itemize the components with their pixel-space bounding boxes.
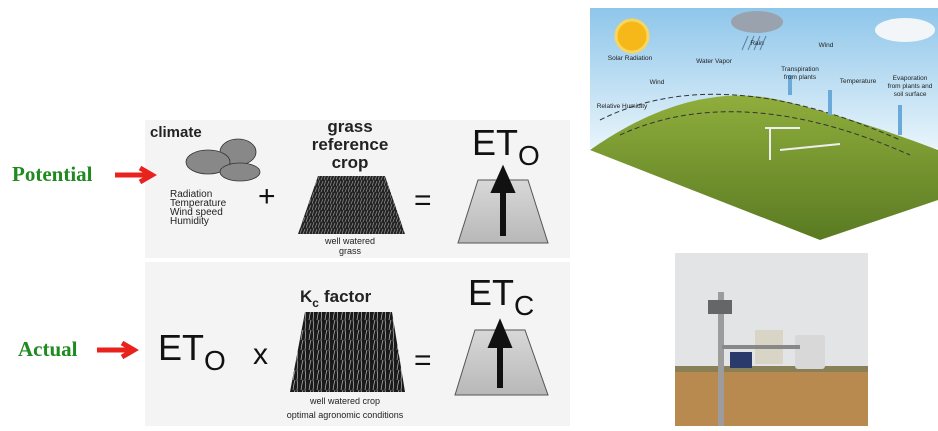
crop-caption: well watered crop — [309, 396, 380, 406]
operator: = — [414, 344, 432, 377]
input-main: ET — [158, 327, 204, 368]
climate-factor: Wind speed — [170, 207, 223, 218]
operator: x — [253, 338, 268, 371]
cloud-icon — [185, 138, 261, 182]
landscape-label: Water Vapor — [696, 58, 733, 65]
result-sub: C — [514, 290, 534, 321]
result: ETO — [472, 122, 540, 171]
result-sub: O — [518, 140, 540, 171]
result-main: ET — [468, 272, 514, 313]
row-label: Potential — [12, 162, 93, 186]
arrow — [115, 165, 157, 185]
input: ETO — [158, 327, 226, 376]
climate-factor: Humidity — [170, 216, 209, 227]
input-sub: O — [204, 345, 226, 376]
crop-title: reference — [312, 135, 389, 154]
landscape-labels: Solar Radiation Rain Wind Water Vapor Wind Tr… — [597, 40, 933, 110]
landscape-label: Wind — [650, 79, 665, 86]
operator: = — [414, 184, 432, 217]
landscape-label: from plants and — [888, 83, 933, 90]
arrow — [97, 340, 139, 360]
up-arrow — [490, 164, 516, 236]
row-label: Actual — [18, 337, 78, 361]
crop-caption: well watered — [324, 236, 375, 246]
landscape-label: Evaporation — [893, 75, 928, 82]
factor-sub: c — [312, 296, 319, 310]
climate-title: climate — [150, 124, 202, 141]
factor-main: K — [300, 287, 313, 306]
factor-rest: factor — [324, 287, 372, 306]
weather-station-photo — [675, 253, 868, 426]
landscape-label: Transpiration — [781, 66, 819, 73]
landscape-illustration — [590, 8, 938, 240]
crop-title: crop — [332, 153, 369, 172]
landscape-label: from plants — [784, 74, 817, 81]
landscape-label: Temperature — [840, 78, 877, 85]
up-arrow — [487, 318, 513, 388]
landscape-label: Solar Radiation — [608, 55, 653, 62]
crop-caption: optimal agronomic conditions — [287, 410, 404, 420]
factor: Kc factor — [300, 287, 372, 310]
climate-factor: Temperature — [170, 198, 227, 209]
climate-factor: Radiation — [170, 189, 212, 200]
crop-icon — [290, 312, 405, 392]
landscape-label: Rain — [750, 40, 764, 47]
landscape-label: soil surface — [894, 91, 927, 98]
landscape-label: Wind — [819, 42, 834, 49]
grass-icon — [298, 176, 405, 234]
landscape-label: Relative Humidity — [597, 103, 648, 110]
crop-title: grass — [327, 117, 372, 136]
operator: + — [258, 180, 276, 213]
result-main: ET — [472, 122, 518, 163]
crop-caption: grass — [339, 246, 362, 256]
result: ETC — [468, 272, 534, 321]
